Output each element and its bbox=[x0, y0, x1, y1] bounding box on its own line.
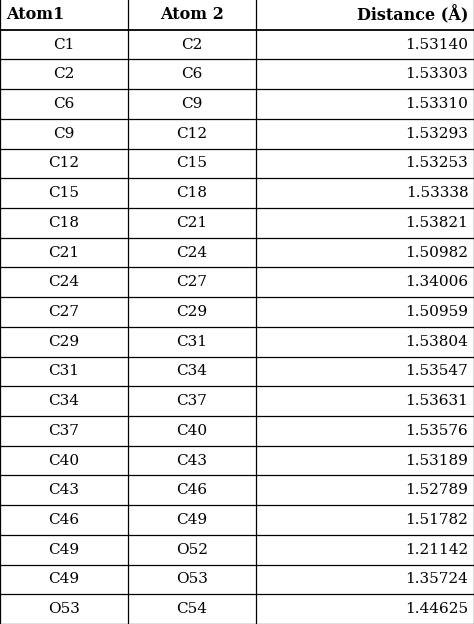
Text: 1.53293: 1.53293 bbox=[405, 127, 468, 141]
Text: C49: C49 bbox=[48, 543, 80, 557]
Text: O52: O52 bbox=[176, 543, 208, 557]
Text: 1.53631: 1.53631 bbox=[405, 394, 468, 408]
Text: 1.34006: 1.34006 bbox=[405, 275, 468, 290]
Text: O53: O53 bbox=[176, 572, 208, 587]
Text: 1.35724: 1.35724 bbox=[405, 572, 468, 587]
Text: C49: C49 bbox=[48, 572, 80, 587]
Text: C54: C54 bbox=[176, 602, 208, 616]
Text: C46: C46 bbox=[48, 513, 80, 527]
Text: 1.51782: 1.51782 bbox=[405, 513, 468, 527]
Text: C34: C34 bbox=[48, 394, 80, 408]
Text: 1.53303: 1.53303 bbox=[406, 67, 468, 81]
Text: C12: C12 bbox=[176, 127, 208, 141]
Text: C34: C34 bbox=[176, 364, 208, 378]
Text: C29: C29 bbox=[176, 305, 208, 319]
Text: O53: O53 bbox=[48, 602, 80, 616]
Text: 1.50959: 1.50959 bbox=[405, 305, 468, 319]
Text: C18: C18 bbox=[48, 216, 80, 230]
Text: C43: C43 bbox=[48, 483, 80, 497]
Text: 1.52789: 1.52789 bbox=[405, 483, 468, 497]
Text: Atom1: Atom1 bbox=[6, 6, 64, 23]
Text: 1.21142: 1.21142 bbox=[405, 543, 468, 557]
Text: C6: C6 bbox=[53, 97, 75, 111]
Text: C27: C27 bbox=[176, 275, 208, 290]
Text: C40: C40 bbox=[176, 424, 208, 438]
Text: 1.53140: 1.53140 bbox=[405, 37, 468, 52]
Text: C2: C2 bbox=[181, 37, 203, 52]
Text: C46: C46 bbox=[176, 483, 208, 497]
Text: C1: C1 bbox=[53, 37, 75, 52]
Text: 1.53821: 1.53821 bbox=[405, 216, 468, 230]
Text: 1.53338: 1.53338 bbox=[406, 186, 468, 200]
Text: C15: C15 bbox=[48, 186, 80, 200]
Text: 1.53189: 1.53189 bbox=[405, 454, 468, 467]
Text: C27: C27 bbox=[48, 305, 80, 319]
Text: C31: C31 bbox=[176, 334, 208, 349]
Text: 1.44625: 1.44625 bbox=[405, 602, 468, 616]
Text: C24: C24 bbox=[176, 246, 208, 260]
Text: C21: C21 bbox=[176, 216, 208, 230]
Text: 1.53576: 1.53576 bbox=[406, 424, 468, 438]
Text: Atom 2: Atom 2 bbox=[160, 6, 224, 23]
Text: C49: C49 bbox=[176, 513, 208, 527]
Text: C31: C31 bbox=[48, 364, 80, 378]
Text: C9: C9 bbox=[53, 127, 75, 141]
Text: Distance (Å): Distance (Å) bbox=[357, 6, 468, 24]
Text: C2: C2 bbox=[53, 67, 75, 81]
Text: 1.53310: 1.53310 bbox=[405, 97, 468, 111]
Text: 1.53804: 1.53804 bbox=[405, 334, 468, 349]
Text: C29: C29 bbox=[48, 334, 80, 349]
Text: C9: C9 bbox=[181, 97, 203, 111]
Text: C6: C6 bbox=[181, 67, 203, 81]
Text: C15: C15 bbox=[176, 157, 208, 170]
Text: C21: C21 bbox=[48, 246, 80, 260]
Text: C40: C40 bbox=[48, 454, 80, 467]
Text: 1.50982: 1.50982 bbox=[405, 246, 468, 260]
Text: 1.53547: 1.53547 bbox=[406, 364, 468, 378]
Text: C43: C43 bbox=[176, 454, 208, 467]
Text: C24: C24 bbox=[48, 275, 80, 290]
Text: C12: C12 bbox=[48, 157, 80, 170]
Text: C37: C37 bbox=[176, 394, 208, 408]
Text: 1.53253: 1.53253 bbox=[406, 157, 468, 170]
Text: C37: C37 bbox=[48, 424, 80, 438]
Text: C18: C18 bbox=[176, 186, 208, 200]
